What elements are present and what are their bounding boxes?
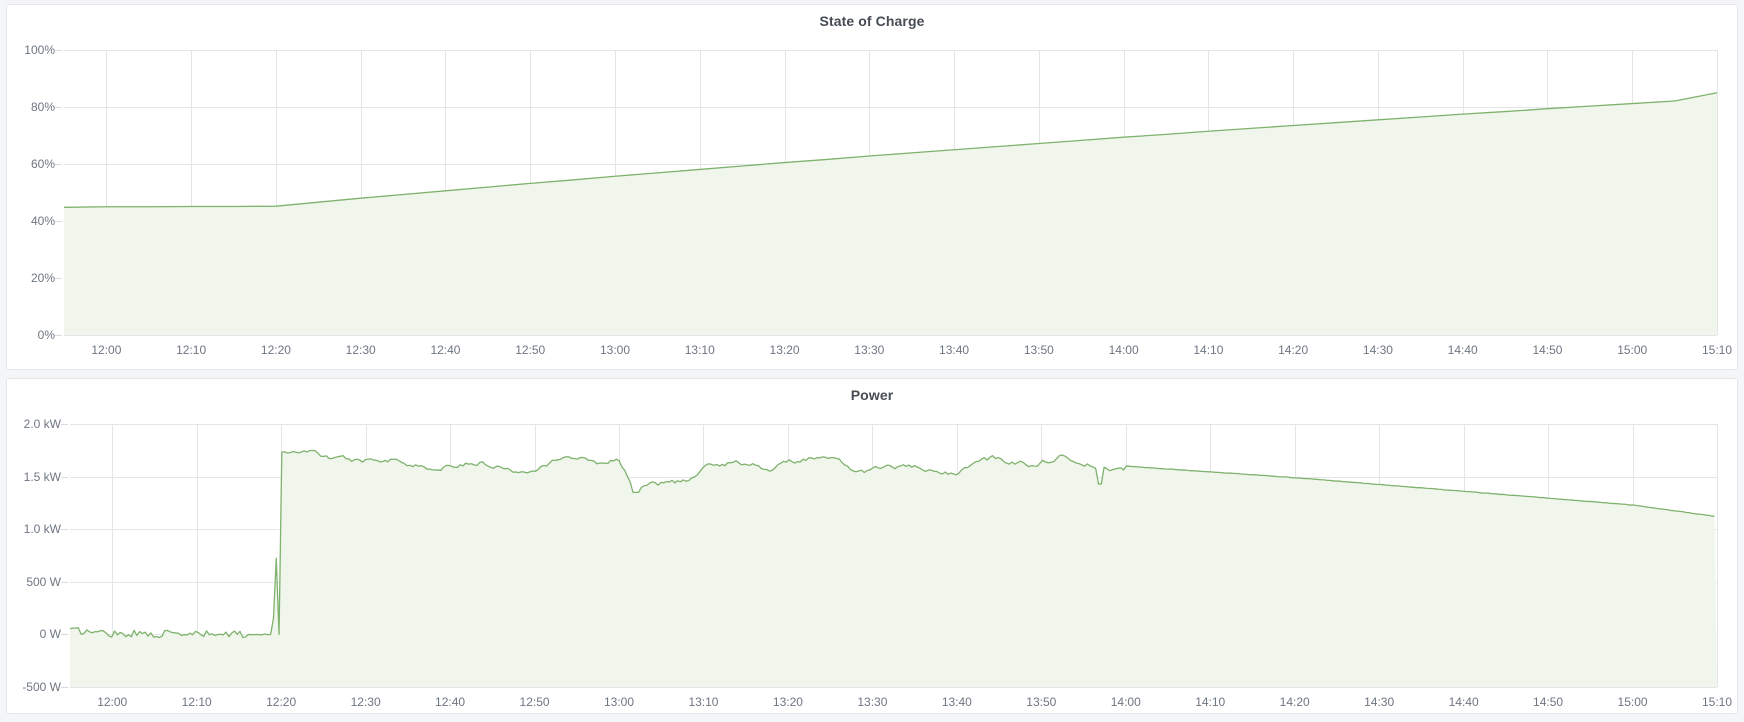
plot-wrap-power: -500 W 0 W 500 W 1.0 kW 1.5 kW 2.0 kW 12:00 12:…: [7, 409, 1737, 713]
x-axis-tick-label: 13:10: [684, 343, 715, 357]
x-axis-tick-label: 12:30: [345, 343, 376, 357]
x-axis-tick-label: 14:20: [1278, 343, 1309, 357]
gridline-horizontal: [64, 50, 1717, 51]
plot-area-power[interactable]: -500 W 0 W 500 W 1.0 kW 1.5 kW 2.0 kW 12:00 12:…: [22, 418, 1732, 708]
y-axis-tick-label: -500 W: [22, 680, 68, 694]
series-fill: [64, 92, 1717, 335]
y-axis-tick-label: 100%: [24, 43, 62, 57]
y-axis-tick-label: 2.0 kW: [23, 417, 69, 431]
gridline-horizontal: [64, 335, 1717, 336]
y-axis-tick-label: 1.0 kW: [23, 522, 69, 537]
x-axis-tick-label: 13:00: [603, 695, 635, 709]
x-axis-tick-label: 15:00: [1617, 695, 1648, 709]
panel-power[interactable]: Power -500 W 0 W 500 W 1.0 kW 1.5 kW 2.0 kW 12…: [6, 378, 1738, 714]
y-axis-tick-label: 1.5 kW: [23, 469, 69, 484]
x-axis-tick-label: 14:30: [1362, 343, 1393, 357]
x-axis-tick-label: 14:30: [1364, 695, 1395, 709]
x-axis-tick-label: 12:00: [91, 343, 122, 357]
x-axis-tick-label: 13:40: [939, 343, 970, 357]
y-axis-tick-label: 20%: [30, 271, 63, 285]
x-axis-tick-label: 13:10: [688, 695, 719, 709]
y-axis-tick-label: 0 W: [39, 627, 69, 642]
y-axis-tick-label: 0%: [37, 328, 63, 342]
y-axis-tick-label: 60%: [30, 157, 63, 171]
x-axis-tick-label: 13:00: [599, 343, 631, 357]
plot-area-state-of-charge[interactable]: 0% 20% 40% 60% 80% 100% 12:00 12:10 12:20 12:30 12…: [24, 44, 1732, 356]
panel-title-state-of-charge: State of Charge: [819, 13, 925, 29]
x-axis-tick-label: 13:30: [857, 695, 888, 709]
gridline-vertical: [191, 50, 193, 335]
gridline-vertical: [360, 50, 362, 335]
x-axis-tick-label: 13:20: [769, 343, 800, 357]
x-axis-tick-label: 14:00: [1110, 695, 1141, 709]
gridline-horizontal: [70, 687, 1717, 688]
x-axis-tick-label: 12:50: [519, 695, 550, 709]
y-axis-tick-label: 40%: [30, 214, 63, 228]
x-axis-tick-label: 14:10: [1193, 343, 1224, 357]
gridline-vertical: [106, 50, 108, 335]
x-axis-tick-label: 13:50: [1026, 695, 1057, 709]
gridline-vertical: [1717, 424, 1718, 687]
x-axis-tick-label: 12:00: [97, 695, 128, 709]
gridline-horizontal: [70, 424, 1717, 425]
x-axis-tick-label: 14:40: [1447, 343, 1478, 357]
series-line: [69, 449, 1715, 639]
x-axis-tick-label: 13:20: [772, 695, 803, 709]
y-axis-tick-label: 500 W: [26, 574, 68, 589]
series-fill: [70, 450, 1717, 687]
panel-title-power: Power: [850, 387, 894, 403]
gridline-vertical: [196, 424, 198, 687]
series-line: [63, 92, 1718, 208]
x-axis-tick-label: 14:40: [1448, 695, 1479, 709]
gridline-horizontal: [64, 107, 1717, 108]
x-axis-tick-label: 12:20: [260, 343, 291, 357]
x-axis-tick-label: 12:20: [266, 695, 297, 709]
x-axis-tick-label: 14:50: [1532, 343, 1563, 357]
gridline-vertical: [1717, 50, 1718, 335]
x-axis-tick-label: 12:30: [350, 695, 381, 709]
x-axis-tick-label: 15:00: [1617, 343, 1648, 357]
x-axis-tick-label: 14:00: [1108, 343, 1139, 357]
x-axis-tick-label: 14:50: [1533, 695, 1564, 709]
x-axis-tick-label: 13:50: [1023, 343, 1054, 357]
series-soc: [63, 92, 1718, 335]
x-axis-tick-label: 12:10: [176, 343, 207, 357]
x-axis-tick-label: 12:40: [435, 695, 466, 709]
x-axis-tick-label: 13:30: [854, 343, 885, 357]
panel-state-of-charge[interactable]: State of Charge 0% 20% 40% 60% 80% 100% 12:00 1…: [6, 4, 1738, 370]
y-axis-tick-label: 80%: [30, 100, 63, 114]
x-axis-tick-label: 15:10: [1701, 695, 1733, 709]
x-axis-tick-label: 14:10: [1195, 695, 1226, 709]
x-axis-tick-label: 13:40: [941, 695, 972, 709]
x-axis-tick-label: 12:10: [181, 695, 212, 709]
x-axis-tick-label: 14:20: [1279, 695, 1310, 709]
x-axis-tick-label: 12:50: [515, 343, 546, 357]
series-power: [69, 449, 1717, 687]
plot-wrap-state-of-charge: 0% 20% 40% 60% 80% 100% 12:00 12:10 12:20 12:30 12…: [7, 35, 1737, 369]
gridline-vertical: [112, 424, 114, 687]
x-axis-tick-label: 12:40: [430, 343, 461, 357]
x-axis-tick-label: 15:10: [1701, 343, 1733, 357]
gridline-vertical: [275, 50, 277, 335]
